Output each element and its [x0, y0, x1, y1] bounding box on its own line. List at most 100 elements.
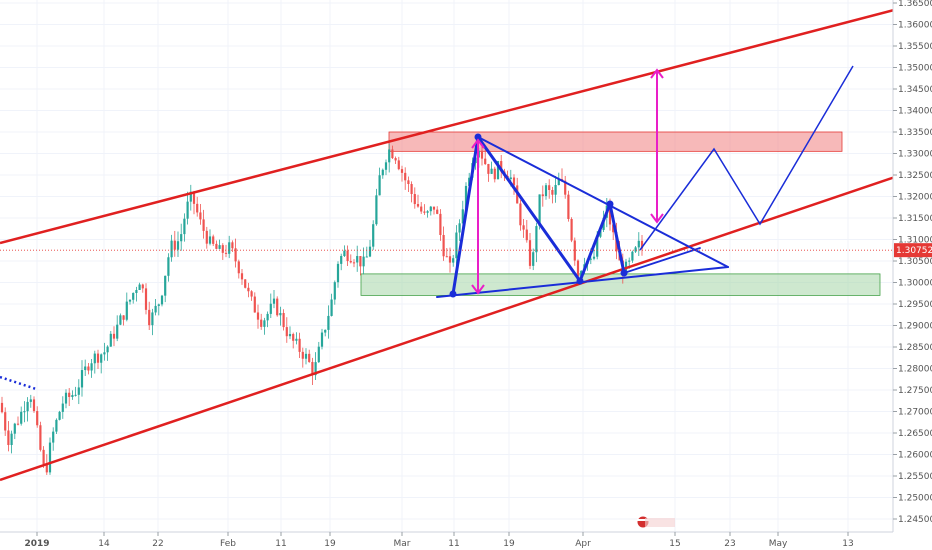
- x-axis-background: [0, 532, 932, 550]
- candle-up: [48, 442, 52, 473]
- candle-up: [381, 169, 384, 176]
- y-tick-label: 1.26000: [898, 451, 932, 461]
- candle-down: [522, 225, 525, 230]
- y-tick-label: 1.32000: [898, 193, 932, 203]
- candle-up: [544, 185, 548, 197]
- candle-up: [154, 305, 157, 313]
- candle-down: [247, 287, 250, 292]
- measure-arrows: [471, 68, 664, 295]
- candle-down: [308, 353, 311, 362]
- target-arrow-head-top: [650, 68, 664, 79]
- candle-up: [180, 234, 183, 242]
- candle-up: [324, 329, 327, 333]
- candle-down: [250, 291, 253, 297]
- candle-up: [80, 370, 84, 388]
- candle-down: [39, 425, 42, 450]
- candle-up: [330, 299, 333, 316]
- x-tick-label: 19: [324, 539, 336, 549]
- candle-down: [359, 256, 362, 267]
- candle-up: [170, 240, 173, 258]
- candle-down: [349, 261, 352, 263]
- candle-up: [279, 313, 282, 316]
- candle-down: [420, 206, 423, 212]
- candle-up: [208, 236, 212, 244]
- candle-up: [532, 252, 535, 266]
- y-tick-label: 1.31500: [898, 214, 932, 224]
- candle-down: [32, 399, 36, 412]
- candle-up: [93, 353, 96, 364]
- candle-down: [391, 149, 394, 159]
- candle-up: [365, 256, 368, 258]
- candle-down: [221, 245, 224, 253]
- candle-up: [631, 251, 634, 261]
- candle-down: [276, 298, 279, 316]
- candle-up: [468, 177, 471, 186]
- candle-up: [557, 179, 560, 185]
- flag-label-bg: [645, 518, 675, 527]
- candle-up: [378, 175, 381, 196]
- candle-down: [199, 212, 202, 220]
- candle-up: [372, 224, 375, 247]
- candle-up: [10, 433, 13, 446]
- candle-down: [237, 261, 240, 274]
- candle-up: [628, 260, 631, 262]
- pattern-node: [620, 269, 628, 277]
- y-axis: 1.24500 1.25000 1.25500 1.26000 1.26500 1.270…: [892, 0, 932, 550]
- candle-down: [407, 180, 410, 185]
- y-tick-label: 1.28500: [898, 343, 932, 353]
- candle-up: [160, 295, 164, 305]
- y-tick-label: 1.34500: [898, 85, 932, 95]
- candle-down: [4, 412, 7, 431]
- candle-down: [45, 464, 48, 473]
- candle-down: [352, 262, 356, 264]
- candle-down: [400, 169, 404, 173]
- candle-down: [528, 240, 532, 266]
- candle-up: [596, 236, 599, 257]
- candle-down: [112, 333, 116, 339]
- candle-down: [196, 203, 199, 213]
- candle-up: [458, 223, 461, 233]
- candle-down: [439, 213, 442, 236]
- candle-up: [490, 168, 493, 174]
- candle-down: [253, 296, 256, 313]
- candle-up: [388, 149, 391, 163]
- candle-down: [215, 243, 218, 249]
- y-tick-label: 1.36500: [898, 0, 932, 9]
- current-price-badge: [894, 243, 932, 258]
- support-zone: [360, 273, 881, 296]
- y-tick-label: 1.25000: [898, 494, 932, 504]
- candle-down: [567, 194, 570, 219]
- candle-up: [20, 411, 23, 424]
- candle-up: [119, 315, 122, 325]
- x-tick-label: 23: [724, 539, 735, 549]
- candle-up: [26, 401, 29, 412]
- candle-down: [260, 319, 263, 327]
- candle-up: [592, 256, 596, 259]
- candle-up: [183, 218, 186, 235]
- candle-up: [13, 423, 16, 434]
- candle-up: [320, 332, 324, 347]
- candle-down: [423, 211, 426, 213]
- candle-down: [576, 260, 580, 277]
- candle-down: [148, 309, 151, 326]
- candle-up: [84, 366, 87, 371]
- candle-up: [74, 394, 77, 396]
- x-tick-label: May: [769, 539, 788, 549]
- chart-grid: [0, 0, 893, 532]
- channel-lines: [0, 7, 899, 482]
- candle-up: [266, 313, 269, 321]
- candle-down: [512, 177, 516, 186]
- y-tick-label: 1.29000: [898, 322, 932, 332]
- x-tick-label: 11: [448, 539, 459, 549]
- pattern-node: [606, 200, 614, 208]
- candle-up: [164, 275, 167, 296]
- candle-down: [397, 160, 400, 170]
- candle-up: [295, 338, 298, 341]
- candle-up: [138, 284, 141, 290]
- candle-up: [637, 240, 640, 248]
- candle-down: [487, 164, 490, 174]
- candle-down: [448, 256, 452, 263]
- x-tick-label: Mar: [394, 539, 411, 549]
- candle-down: [404, 172, 407, 181]
